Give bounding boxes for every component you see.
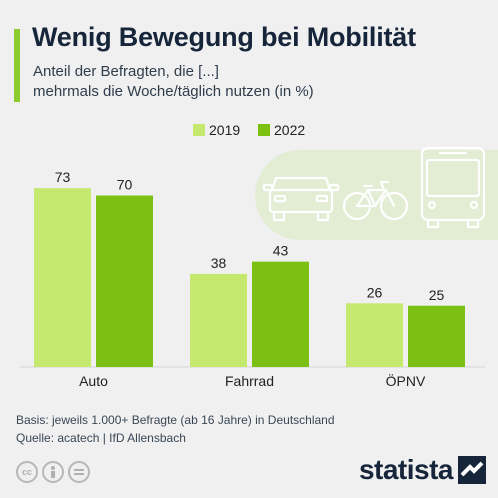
data-label-auto-2019: 73 — [55, 169, 71, 185]
legend-label-2019: 2019 — [209, 122, 240, 138]
legend-swatch-2019 — [193, 124, 205, 136]
data-label-öpnv-2019: 26 — [367, 284, 383, 300]
data-label-fahrrad-2019: 38 — [211, 255, 227, 271]
legend-label-2022: 2022 — [274, 122, 305, 138]
license-icons: cc — [16, 461, 90, 483]
data-label-öpnv-2022: 25 — [429, 287, 445, 303]
category-label-auto: Auto — [79, 373, 108, 389]
bar-öpnv-2019 — [346, 303, 403, 367]
car-icon — [262, 176, 340, 222]
data-label-auto-2022: 70 — [117, 177, 133, 193]
subtitle-line-2: mehrmals die Woche/täglich nutzen (in %) — [33, 83, 314, 100]
statista-logo[interactable]: statista — [359, 454, 486, 486]
title-accent-bar — [14, 29, 20, 102]
category-label-fahrrad: Fahrrad — [225, 373, 274, 389]
bar-öpnv-2022 — [408, 305, 465, 367]
data-label-fahrrad-2022: 43 — [273, 243, 289, 259]
chart-title: Wenig Bewegung bei Mobilität — [32, 22, 416, 52]
category-label-öpnv: ÖPNV — [386, 372, 426, 389]
person-icon — [42, 461, 64, 483]
legend-swatch-2022 — [258, 124, 270, 136]
bus-icon — [420, 146, 486, 229]
statista-mark-icon — [458, 456, 486, 484]
bar-chart: 2019 2022 73 70 Auto 38 43 Fahrrad 26 25 ÖPNV — [20, 122, 498, 389]
subtitle-line-1: Anteil der Befragten, die [...] — [33, 63, 219, 80]
cc-icon: cc — [16, 461, 38, 483]
bars-group: 73 70 Auto 38 43 Fahrrad 26 25 ÖPNV — [34, 169, 465, 389]
footer-source: Quelle: acatech | IfD Allensbach — [16, 431, 186, 445]
chart-subtitle: Anteil der Befragten, die [...] mehrmals… — [33, 62, 473, 102]
footer-basis: Basis: jeweils 1.000+ Befragte (ab 16 Ja… — [16, 413, 335, 427]
bar-fahrrad-2022 — [252, 261, 309, 367]
logo-wordmark: statista — [358, 454, 454, 485]
footer: Basis: jeweils 1.000+ Befragte (ab 16 Ja… — [16, 411, 335, 447]
bicycle-icon — [342, 180, 409, 221]
bar-auto-2019 — [34, 188, 91, 367]
icon-background-band — [255, 150, 498, 240]
bar-auto-2022 — [96, 195, 153, 367]
bar-fahrrad-2019 — [190, 273, 247, 367]
equals-icon — [68, 461, 90, 483]
